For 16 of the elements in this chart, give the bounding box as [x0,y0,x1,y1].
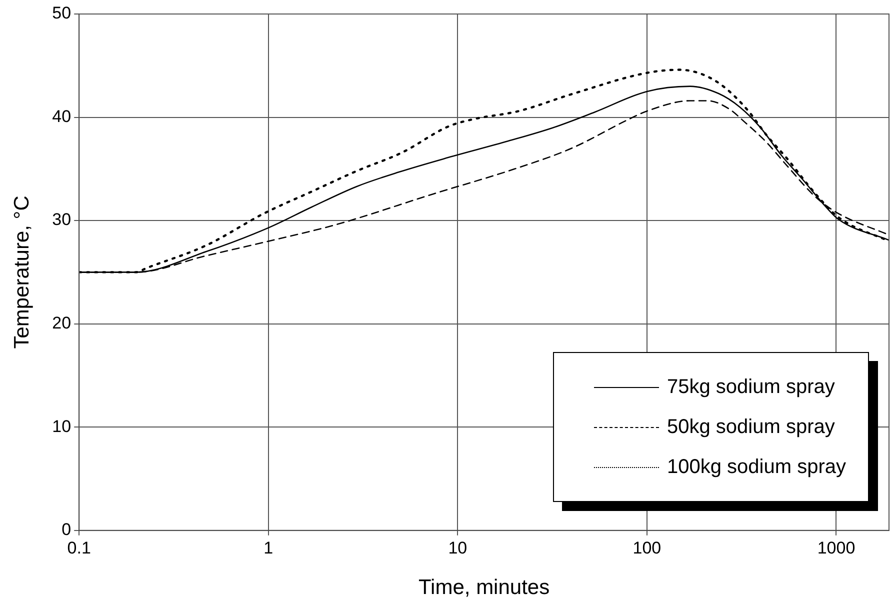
y-tick-label: 50 [52,4,72,23]
legend-label: 75kg sodium spray [667,376,835,399]
x-tick-label: 100 [632,538,662,558]
x-tick-label: 1 [264,538,274,558]
y-tick-label: 0 [62,520,72,540]
y-tick-label: 40 [52,106,72,126]
y-tick-label: 20 [52,314,72,333]
x-tick-label: 10 [448,538,468,558]
x-tick-label: 1000 [817,538,856,558]
x-tick-label: 0.1 [67,538,91,558]
x-axis-title: Time, minutes [418,576,550,600]
legend-label: 100kg sodium spray [667,456,846,479]
legend-label: 50kg sodium spray [667,416,835,439]
y-axis-title: Temperature, °C [10,196,34,349]
y-tick-label: 10 [52,416,72,436]
y-tick-label: 30 [52,210,72,230]
